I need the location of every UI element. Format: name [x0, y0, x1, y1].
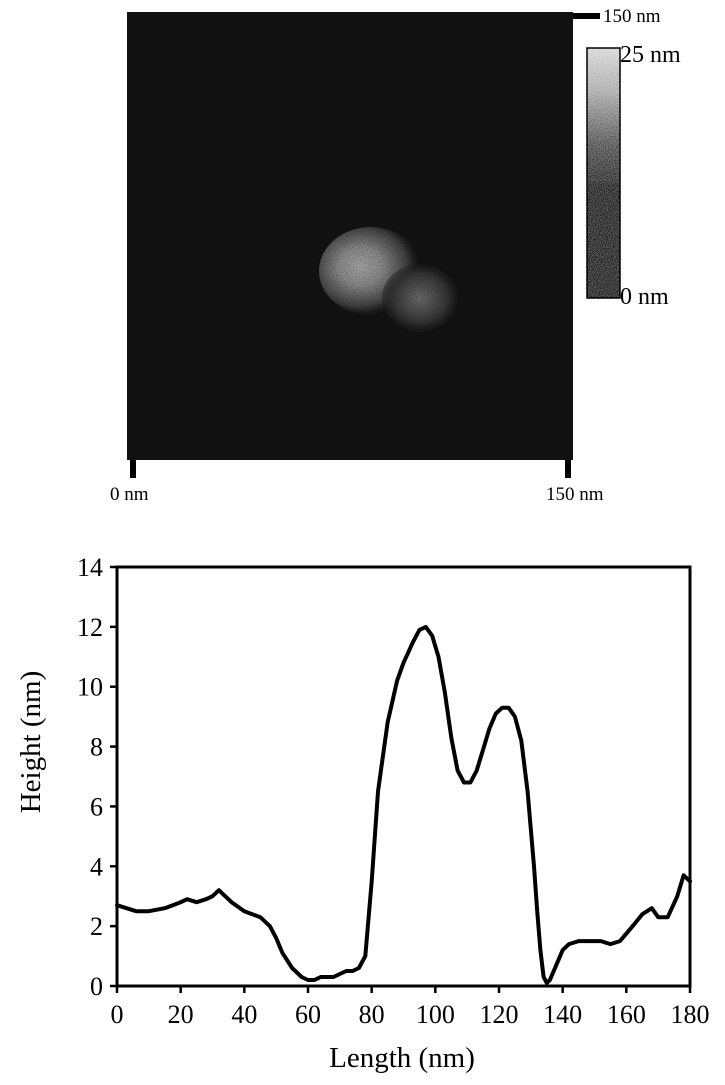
x-tick-label: 20 — [168, 1000, 194, 1029]
x-tick-label: 120 — [480, 1000, 519, 1029]
afm-particle — [319, 227, 458, 332]
colorbar-min-label: 0 nm — [620, 284, 669, 310]
x-tick-label: 140 — [543, 1000, 582, 1029]
y-tick-label: 0 — [90, 972, 103, 1001]
afm-x-end-label: 150 nm — [546, 484, 604, 505]
series-line-height-profile — [115, 624, 692, 985]
colorbar-max-label: 25 nm — [620, 42, 681, 68]
x-tick-label: 180 — [671, 1000, 710, 1029]
x-tick-label: 0 — [111, 1000, 124, 1029]
colorbar: 25 nm 0 nm — [586, 42, 681, 310]
x-axis-ticks: 0 20 40 60 80 100 120 140 160 180 — [111, 986, 710, 1029]
x-tick-label: 40 — [231, 1000, 257, 1029]
y-axis-ticks: 0 2 4 6 8 10 12 14 — [77, 553, 117, 1001]
x-tick-label: 80 — [359, 1000, 385, 1029]
y-tick-label: 10 — [77, 673, 103, 702]
height-profile-chart: 0 2 4 6 8 10 12 14 0 20 40 60 80 100 120 140 160 180 Len… — [15, 553, 710, 1074]
x-tick-label: 60 — [295, 1000, 321, 1029]
colorbar-frame — [586, 47, 621, 299]
y-tick-label: 6 — [90, 792, 103, 821]
y-tick-label: 4 — [90, 852, 103, 881]
x-axis-label: Length (nm) — [329, 1042, 475, 1074]
y-tick-label: 2 — [90, 912, 103, 941]
afm-y-end-label: 150 nm — [603, 6, 661, 27]
y-tick-label: 12 — [77, 613, 103, 642]
colorbar-gradient — [587, 48, 620, 298]
plot-frame — [115, 565, 692, 988]
x-tick-label: 100 — [416, 1000, 455, 1029]
y-axis-label: Height (nm) — [15, 671, 47, 814]
y-tick-label: 14 — [77, 553, 103, 582]
afm-x-start-label: 0 nm — [110, 484, 149, 505]
afm-image-panel: 0 nm 150 nm 150 nm 25 nm 0 nm — [110, 6, 681, 505]
y-tick-label: 8 — [90, 733, 103, 762]
x-tick-label: 160 — [607, 1000, 646, 1029]
